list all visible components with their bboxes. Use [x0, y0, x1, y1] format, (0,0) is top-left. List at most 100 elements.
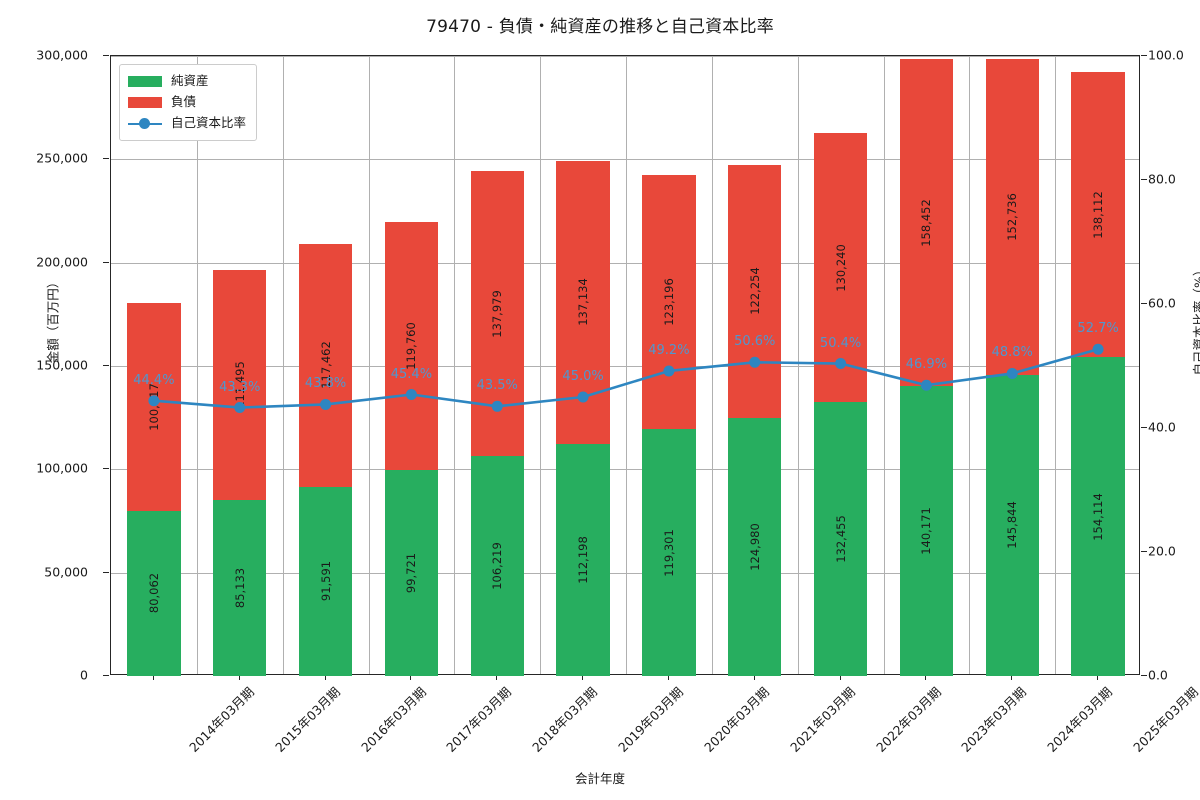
gridline-vertical	[454, 56, 456, 674]
bar-segment-liability[interactable]: 123,196	[642, 174, 696, 430]
bar-segment-equity[interactable]: 99,721	[384, 469, 438, 676]
ratio-value-label: 48.8%	[991, 345, 1033, 361]
y-axis-left-tick-mark	[103, 571, 109, 573]
y-axis-right-tick-mark	[1141, 303, 1147, 304]
legend-swatch-equity	[128, 76, 162, 87]
x-axis-tick-mark	[753, 675, 755, 680]
x-axis-tick-label: 2021年03月期	[786, 684, 858, 755]
y-axis-right-tick-label: 40.0	[1148, 419, 1176, 435]
y-axis-left-tick-mark	[103, 158, 109, 160]
gridline-vertical	[196, 56, 198, 674]
bar-value-label-equity: 124,980	[747, 523, 762, 571]
bar-segment-liability[interactable]: 122,254	[728, 165, 782, 418]
bar-value-label-liability: 137,134	[576, 278, 591, 327]
bar-segment-equity[interactable]: 145,844	[985, 374, 1039, 676]
x-axis-tick-mark	[410, 675, 412, 680]
x-axis-tick-mark	[582, 675, 584, 680]
legend-item-liability[interactable]: 負債	[128, 92, 246, 113]
bar-value-label-liability: 138,112	[1091, 190, 1106, 239]
bar-segment-liability[interactable]: 152,736	[985, 58, 1039, 375]
bar-segment-liability[interactable]: 119,760	[384, 222, 438, 470]
y-axis-left-tick-label: 150,000	[36, 357, 88, 373]
bar-segment-liability[interactable]: 117,462	[298, 243, 353, 487]
y-axis-left-tick-mark	[103, 261, 109, 263]
bar-value-label-equity: 85,133	[232, 567, 247, 609]
bar-segment-equity[interactable]: 112,198	[556, 444, 610, 676]
bar-value-label-liability: 137,979	[490, 290, 505, 338]
legend-label-ratio: 自己資本比率	[171, 115, 247, 131]
legend-label-equity: 純資産	[171, 73, 209, 89]
gridline-horizontal	[111, 159, 1139, 161]
x-axis-tick-label: 2018年03月期	[529, 684, 601, 755]
legend-label-liability: 負債	[171, 94, 197, 110]
x-axis-tick-mark	[1011, 675, 1013, 680]
bar-value-label-equity: 154,114	[1091, 492, 1106, 541]
y-axis-left-tick-label: 300,000	[36, 47, 88, 63]
legend-item-ratio[interactable]: 自己資本比率	[128, 113, 246, 134]
bar-segment-equity[interactable]: 124,980	[728, 417, 782, 676]
y-axis-right-tick-label: 100.0	[1148, 47, 1184, 63]
bar-segment-equity[interactable]: 91,591	[298, 486, 353, 676]
ratio-value-label: 46.9%	[905, 357, 948, 373]
bar-segment-liability[interactable]: 158,452	[899, 58, 953, 387]
x-axis-tick-mark	[496, 675, 498, 680]
x-axis-tick-mark	[925, 675, 927, 680]
bar-value-label-equity: 119,301	[661, 528, 676, 577]
x-axis-tick-label: 2015年03月期	[271, 684, 343, 755]
ratio-value-label: 45.4%	[390, 366, 433, 382]
gridline-vertical	[883, 56, 885, 674]
y-axis-right-tick-mark	[1141, 55, 1147, 56]
y-axis-left-tick-label: 0	[80, 667, 88, 683]
gridline-horizontal	[111, 262, 1139, 264]
y-axis-left-tick-label: 50,000	[44, 564, 88, 580]
chart-title: 79470 - 負債・純資産の推移と自己資本比率	[426, 17, 774, 37]
x-axis-tick-label: 2019年03月期	[615, 684, 687, 755]
y-axis-left-tick-label: 100,000	[36, 460, 88, 476]
bar-segment-liability[interactable]: 138,112	[1071, 72, 1125, 358]
x-axis-tick-label: 2025年03月期	[1130, 684, 1200, 755]
y-axis-left-tick-mark	[103, 365, 109, 366]
bar-segment-equity[interactable]: 106,219	[470, 456, 524, 676]
x-axis-tick-label: 2020年03月期	[700, 684, 772, 755]
ratio-value-label: 49.2%	[648, 342, 690, 358]
ratio-value-label: 50.4%	[819, 335, 862, 351]
y-axis-right-tick-label: 0.0	[1148, 667, 1168, 683]
ratio-value-label: 52.7%	[1077, 321, 1119, 337]
y-axis-right-tick-mark	[1141, 427, 1147, 428]
legend-item-equity[interactable]: 純資産	[128, 71, 246, 92]
bar-segment-equity[interactable]: 85,133	[213, 500, 267, 676]
bar-segment-liability[interactable]: 137,134	[556, 160, 610, 445]
gridline-vertical	[282, 56, 284, 674]
bar-segment-equity[interactable]: 119,301	[642, 429, 696, 676]
bar-value-label-equity: 91,591	[318, 561, 333, 602]
y-axis-right-tick-mark	[1141, 551, 1147, 552]
bar-value-label-equity: 80,062	[146, 573, 161, 614]
bar-segment-liability[interactable]: 130,240	[813, 133, 868, 403]
gridline-horizontal	[111, 469, 1139, 471]
x-axis-tick-label: 2016年03月期	[357, 684, 429, 755]
y-axis-left-tick-mark	[103, 55, 109, 56]
y-axis-left-tick-mark	[103, 675, 109, 676]
bar-value-label-liability: 119,760	[404, 322, 419, 370]
bar-value-label-equity: 112,198	[576, 536, 591, 584]
bar-segment-equity[interactable]: 80,062	[127, 510, 181, 676]
x-axis-tick-mark	[667, 675, 669, 680]
gridline-vertical	[540, 56, 542, 674]
bar-value-label-liability: 100,417	[146, 382, 161, 431]
x-axis-tick-mark	[1097, 675, 1099, 680]
x-axis-tick-label: 2022年03月期	[872, 684, 944, 755]
gridline-horizontal	[111, 56, 1139, 57]
y-axis-right-tick-mark	[1141, 675, 1147, 676]
bar-segment-equity[interactable]: 154,114	[1071, 357, 1125, 676]
bar-segment-liability[interactable]: 137,979	[470, 171, 524, 457]
bar-value-label-equity: 132,455	[833, 515, 848, 563]
bar-segment-equity[interactable]: 132,455	[813, 402, 868, 676]
bar-segment-liability[interactable]: 100,417	[127, 303, 181, 511]
chart-legend: 純資産 負債 自己資本比率	[119, 64, 258, 141]
bar-segment-equity[interactable]: 140,171	[899, 386, 953, 676]
gridline-horizontal	[111, 572, 1139, 574]
bar-value-label-equity: 145,844	[1005, 501, 1020, 550]
x-axis-tick-mark	[324, 675, 326, 680]
legend-swatch-ratio	[128, 117, 162, 131]
